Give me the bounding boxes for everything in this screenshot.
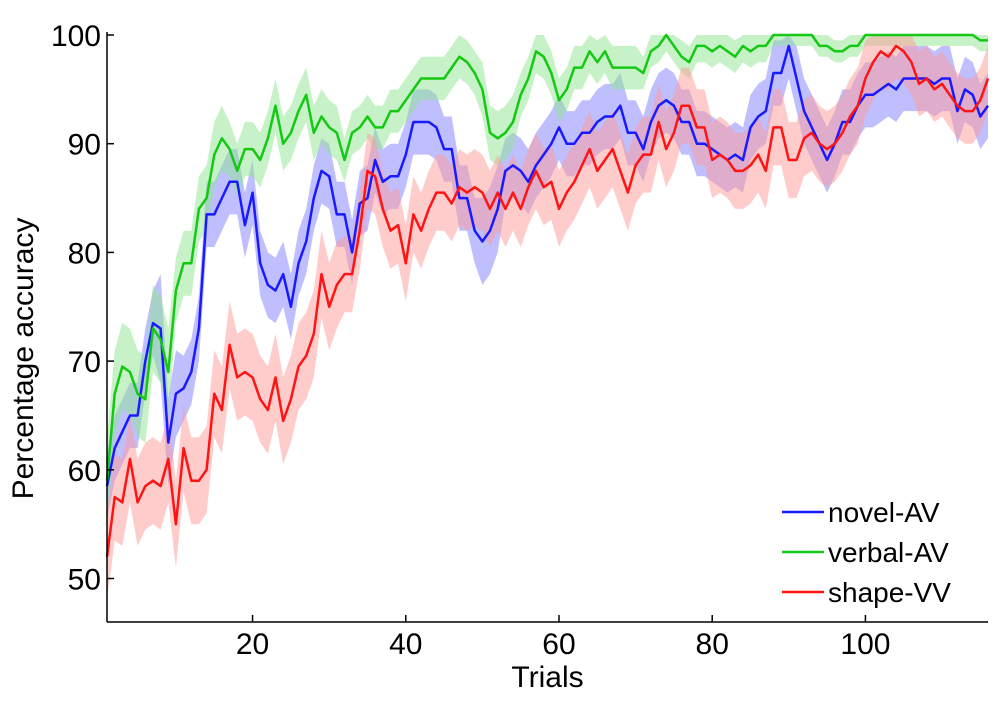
x-tick-label: 20	[236, 628, 269, 661]
legend-label-novel-av: novel-AV	[828, 497, 940, 528]
verbal-av-line	[105, 33, 988, 481]
y-tick-label: 60	[68, 455, 101, 488]
y-tick-label: 90	[68, 129, 101, 162]
y-tick-label: 70	[68, 346, 101, 379]
y-tick-label: 100	[51, 20, 101, 53]
x-tick-label: 60	[542, 628, 575, 661]
legend-label-shape-vv: shape-VV	[828, 577, 951, 608]
series-lines	[105, 33, 990, 557]
y-axis-ticks: 50 60 70 80 90 100	[51, 20, 114, 597]
novel-av-line	[105, 44, 990, 487]
shape-vv-line	[105, 44, 990, 557]
plot-area	[105, 33, 990, 601]
legend-label-verbal-av: verbal-AV	[828, 537, 949, 568]
legend: novel-AV verbal-AV shape-VV	[782, 497, 951, 608]
x-tick-label: 40	[389, 628, 422, 661]
y-axis-title: Percentage accuracy	[7, 218, 40, 500]
y-tick-label: 80	[68, 237, 101, 270]
x-tick-label: 80	[696, 628, 729, 661]
x-tick-label: 100	[840, 628, 890, 661]
confidence-bands	[107, 35, 988, 601]
x-axis-ticks: 20 40 60 80 100	[236, 615, 890, 661]
shape-vv-band	[107, 35, 988, 601]
novel-av-band	[107, 35, 988, 519]
x-axis-title: Trials	[511, 661, 583, 694]
axes: 20 40 60 80 100 50 60 70 80 90 100	[51, 20, 988, 661]
y-tick-label: 50	[68, 564, 101, 597]
